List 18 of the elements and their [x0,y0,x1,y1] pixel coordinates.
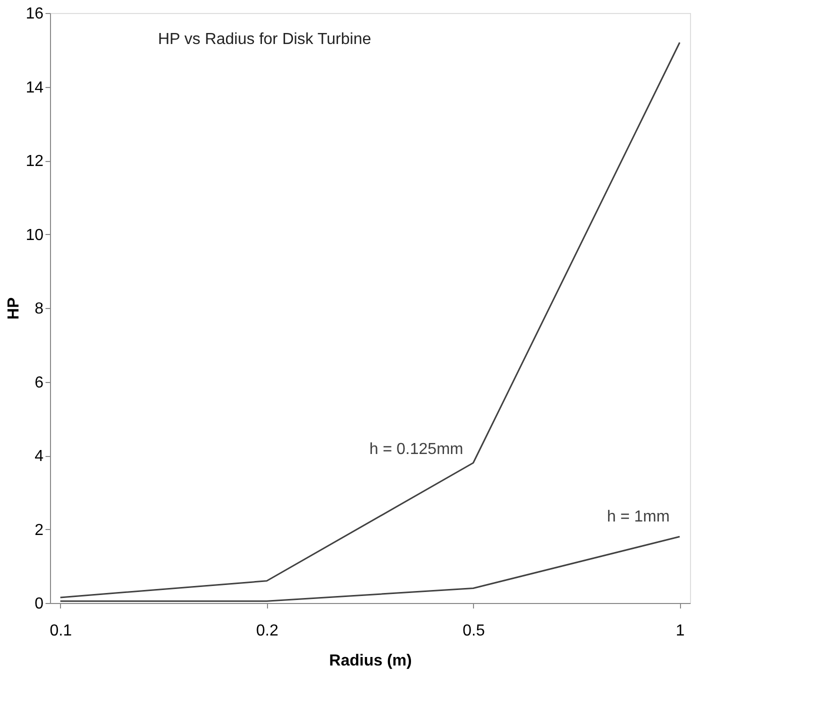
y-tick-label: 4 [34,448,44,465]
x-tick-label: 1 [676,622,685,640]
y-tick-label: 6 [34,374,44,392]
text: HP vs Radius for Disk Turbine [158,31,372,48]
x-tick-label: 0.2 [256,622,278,640]
series-label: h = 1mm [606,508,670,526]
y-tick-label: 12 [26,153,44,170]
y-tick-label: 8 [34,300,44,318]
x-tick-label: 0.1 [50,622,72,640]
x-axis-title: Radius (m) [329,652,412,670]
y-tick-label: 16 [26,6,44,22]
y-axis-title: HP [6,297,23,320]
y-tick-label: 0 [34,596,44,612]
series-label: h = 0.125mm [369,440,464,458]
y-tick-label: 2 [34,522,44,539]
y-tick-label: 10 [26,226,44,244]
y-tick-label: 14 [26,79,44,96]
x-tick-label: 0.5 [462,622,485,640]
